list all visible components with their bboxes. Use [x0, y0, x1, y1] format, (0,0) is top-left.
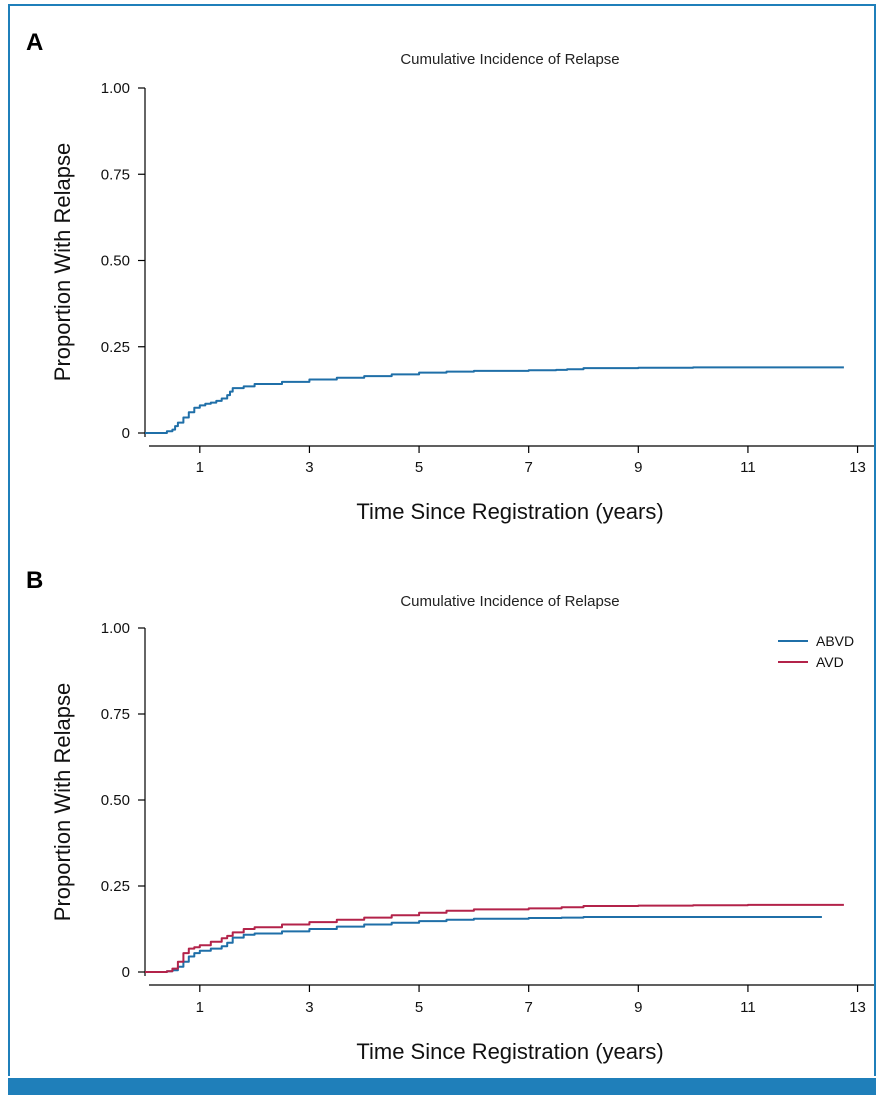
- panel-a-title: Cumulative Incidence of Relapse: [400, 51, 619, 68]
- frame-right-border: [874, 4, 876, 1076]
- y-tick-label: 1.00: [101, 80, 130, 97]
- frame-bottom-bar: [8, 1078, 876, 1095]
- y-tick-label: 0.25: [101, 878, 130, 895]
- panel-b-ylabel: Proportion With Relapse: [50, 683, 75, 921]
- x-tick-label: 13: [849, 999, 866, 1016]
- x-tick-label: 7: [525, 999, 533, 1016]
- frame-left-border: [8, 4, 10, 1076]
- panel-a-ylabel: Proportion With Relapse: [50, 143, 75, 381]
- x-tick-label: 1: [196, 999, 204, 1016]
- y-tick-label: 0.50: [101, 253, 130, 270]
- y-tick-label: 0.25: [101, 339, 130, 356]
- panel-a-letter: A: [26, 29, 43, 56]
- x-tick-label: 9: [634, 999, 642, 1016]
- x-tick-label: 13: [849, 459, 866, 476]
- panel-a-xlabel: Time Since Registration (years): [356, 499, 663, 524]
- legend-label-abvd: ABVD: [816, 633, 854, 649]
- y-tick-label: 1.00: [101, 620, 130, 637]
- panel-a-plot: 00.250.500.751.001 3 5 7 9 11 13: [101, 80, 874, 476]
- panel-b-xlabel: Time Since Registration (years): [356, 1039, 663, 1064]
- series-line: [145, 366, 844, 434]
- frame-top-border: [8, 4, 876, 6]
- series-line-avd: [145, 903, 844, 973]
- y-tick-label: 0: [122, 425, 130, 442]
- x-tick-label: 7: [525, 459, 533, 476]
- panel-a: A Cumulative Incidence of Relapse Time S…: [26, 29, 874, 524]
- x-tick-label: 9: [634, 459, 642, 476]
- panel-b-title: Cumulative Incidence of Relapse: [400, 593, 619, 610]
- panel-b: B Cumulative Incidence of Relapse Time S…: [26, 567, 874, 1064]
- x-tick-label: 5: [415, 999, 423, 1016]
- y-tick-label: 0.50: [101, 792, 130, 809]
- y-tick-label: 0.75: [101, 706, 130, 723]
- series-line-abvd: [145, 916, 822, 973]
- x-tick-label: 3: [305, 999, 313, 1016]
- legend-label-avd: AVD: [816, 654, 844, 670]
- x-tick-label: 11: [740, 999, 756, 1016]
- x-tick-label: 3: [305, 459, 313, 476]
- x-tick-label: 1: [196, 459, 204, 476]
- x-tick-label: 11: [740, 459, 756, 476]
- panel-b-letter: B: [26, 567, 43, 594]
- y-tick-label: 0: [122, 964, 130, 981]
- y-tick-label: 0.75: [101, 166, 130, 183]
- x-tick-label: 5: [415, 459, 423, 476]
